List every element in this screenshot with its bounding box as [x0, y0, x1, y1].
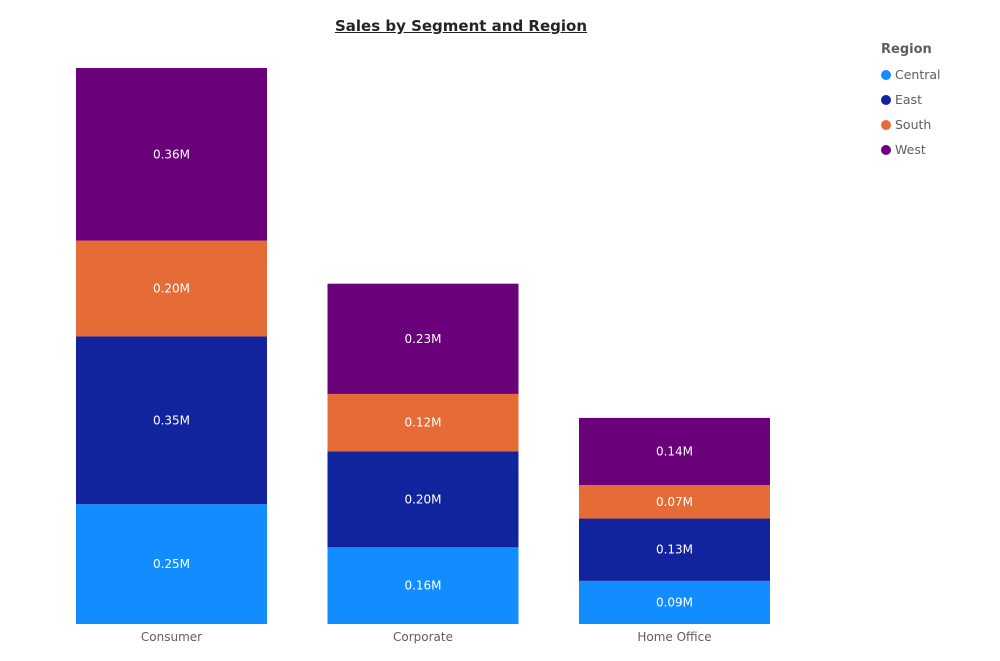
data-label-group: 0.25M 0.35M 0.20M 0.36M 0.16M 0.20M 0.12M 0.23M…: [153, 147, 693, 609]
x-tick-label-home-office: Home Office: [637, 630, 711, 644]
data-label-east-corporate: 0.20M: [404, 492, 441, 506]
data-label-south-home-office: 0.07M: [656, 495, 693, 509]
bar-central-corporate[interactable]: [327, 547, 519, 624]
data-label-east-home-office: 0.13M: [656, 543, 693, 557]
bar-group: [76, 68, 770, 624]
legend-title: Region: [881, 42, 932, 57]
data-label-central-corporate: 0.16M: [404, 579, 441, 593]
legend-item-south[interactable]: South: [881, 112, 941, 137]
data-label-central-consumer: 0.25M: [153, 557, 190, 571]
legend-swatch-south: [881, 119, 891, 130]
bar-south-home-office[interactable]: [579, 485, 770, 519]
bar-central-consumer[interactable]: [76, 504, 267, 624]
legend-item-central[interactable]: Central: [881, 62, 941, 87]
data-label-east-consumer: 0.35M: [153, 413, 190, 427]
x-tick-label-corporate: Corporate: [393, 630, 453, 644]
legend-label-east: East: [895, 92, 922, 107]
data-label-west-corporate: 0.23M: [404, 332, 441, 346]
bar-east-corporate[interactable]: [327, 451, 519, 548]
legend-swatch-west: [881, 144, 891, 155]
bar-west-consumer[interactable]: [76, 68, 267, 241]
legend-swatch-central: [881, 69, 891, 80]
legend-label-west: West: [895, 142, 926, 157]
legend-swatch-east: [881, 94, 891, 105]
legend-label-south: South: [895, 117, 932, 132]
data-label-west-home-office: 0.14M: [656, 444, 693, 458]
chart-title: Sales by Segment and Region: [334, 17, 588, 35]
legend-item-east[interactable]: East: [881, 87, 941, 112]
bar-south-consumer[interactable]: [76, 240, 267, 337]
legend-label-central: Central: [895, 67, 941, 82]
bar-west-home-office[interactable]: [579, 417, 770, 485]
data-label-west-consumer: 0.36M: [153, 147, 190, 161]
x-axis-tick-labels: Consumer Corporate Home Office: [141, 630, 712, 644]
data-label-central-home-office: 0.09M: [656, 595, 693, 609]
x-tick-label-consumer: Consumer: [141, 630, 202, 644]
data-label-south-consumer: 0.20M: [153, 281, 190, 295]
legend: Region Central East South West: [881, 42, 941, 162]
legend-item-west[interactable]: West: [881, 137, 941, 162]
bar-east-home-office[interactable]: [579, 518, 770, 581]
bar-central-home-office[interactable]: [579, 580, 770, 624]
bar-east-consumer[interactable]: [76, 336, 267, 505]
bar-south-corporate[interactable]: [327, 393, 519, 452]
data-label-south-corporate: 0.12M: [404, 416, 441, 430]
bar-west-corporate[interactable]: [327, 283, 519, 394]
